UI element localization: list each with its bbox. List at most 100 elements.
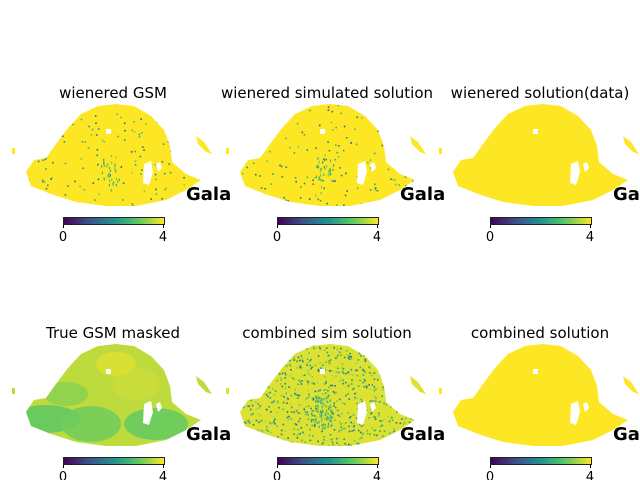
noise-pixel xyxy=(297,146,300,148)
noise-pixel xyxy=(402,344,405,347)
noise-pixel xyxy=(348,430,351,433)
noise-pixel xyxy=(252,208,254,210)
noise-pixel xyxy=(385,399,388,401)
noise-pixel xyxy=(140,118,142,120)
noise-pixel xyxy=(98,193,100,195)
noise-pixel xyxy=(331,384,334,387)
noise-pixel xyxy=(244,156,246,158)
noise-pixel xyxy=(280,353,283,355)
noise-pixel xyxy=(345,172,347,175)
noise-pixel xyxy=(37,204,39,206)
noise-pixel xyxy=(169,171,172,174)
noise-pixel xyxy=(247,367,250,370)
plane-pixel xyxy=(112,181,114,185)
noise-pixel xyxy=(285,365,288,367)
noise-pixel xyxy=(279,373,281,375)
noise-pixel xyxy=(343,125,346,128)
noise-pixel xyxy=(328,149,331,152)
noise-pixel xyxy=(390,406,392,408)
noise-pixel xyxy=(414,420,415,422)
noise-pixel xyxy=(242,406,245,409)
noise-pixel xyxy=(261,365,264,367)
noise-pixel xyxy=(369,400,372,402)
noise-pixel xyxy=(371,350,373,353)
noise-pixel xyxy=(43,113,46,115)
noise-pixel xyxy=(258,445,261,446)
noise-pixel xyxy=(141,105,144,107)
noise-pixel xyxy=(311,366,313,369)
plane-pixel xyxy=(324,167,326,170)
sky-map xyxy=(226,344,426,449)
noise-pixel xyxy=(250,379,253,382)
noise-pixel xyxy=(374,183,376,186)
noise-pixel xyxy=(324,377,327,379)
noise-pixel xyxy=(120,116,122,119)
noise-pixel xyxy=(182,144,184,147)
noise-pixel xyxy=(273,438,275,440)
noise-pixel xyxy=(260,369,262,372)
noise-pixel xyxy=(380,435,383,437)
plane-pixel xyxy=(111,161,113,164)
noise-pixel xyxy=(307,414,309,417)
noise-pixel xyxy=(363,354,365,357)
plane-pixel xyxy=(319,169,321,173)
noise-pixel xyxy=(283,357,285,360)
noise-pixel xyxy=(58,122,60,125)
noise-pixel xyxy=(337,367,339,369)
noise-pixel xyxy=(255,173,257,176)
noise-pixel xyxy=(289,363,291,365)
colorbar-min-label: 0 xyxy=(272,470,282,480)
noise-pixel xyxy=(416,376,418,378)
noise-pixel xyxy=(393,356,396,359)
plane-pixel xyxy=(107,174,109,178)
noise-pixel xyxy=(290,406,293,409)
noise-pixel xyxy=(245,369,247,371)
noise-pixel xyxy=(258,437,260,439)
noise-pixel xyxy=(362,381,364,384)
noise-pixel xyxy=(325,382,327,384)
noise-pixel xyxy=(299,366,301,369)
noise-pixel xyxy=(299,197,302,199)
noise-pixel xyxy=(378,414,381,417)
plane-pixel xyxy=(326,399,328,403)
noise-pixel xyxy=(286,365,289,368)
noise-pixel xyxy=(298,379,300,381)
noise-pixel xyxy=(386,440,389,443)
noise-pixel xyxy=(366,409,368,412)
noise-pixel xyxy=(318,415,321,418)
noise-pixel xyxy=(283,196,285,199)
noise-pixel xyxy=(307,369,309,372)
noise-pixel xyxy=(290,369,292,371)
plane-pixel xyxy=(332,179,334,183)
masked-region xyxy=(320,129,325,134)
noise-pixel xyxy=(334,392,337,395)
noise-pixel xyxy=(332,412,335,415)
noise-pixel xyxy=(378,358,381,360)
noise-pixel xyxy=(286,443,289,445)
noise-pixel xyxy=(293,428,295,430)
noise-pixel xyxy=(389,432,391,435)
noise-pixel xyxy=(396,389,398,391)
plane-pixel xyxy=(117,180,119,183)
noise-pixel xyxy=(247,361,250,363)
noise-pixel xyxy=(195,153,198,156)
noise-pixel xyxy=(79,185,81,188)
noise-pixel xyxy=(403,445,406,446)
noise-pixel xyxy=(284,372,286,375)
noise-pixel xyxy=(45,187,48,190)
noise-pixel xyxy=(95,122,97,124)
noise-pixel xyxy=(281,372,284,375)
plane-pixel xyxy=(108,172,110,176)
noise-pixel xyxy=(250,390,253,393)
noise-pixel xyxy=(272,371,275,374)
noise-pixel xyxy=(96,149,99,151)
noise-pixel xyxy=(264,447,266,449)
colorbar-tick xyxy=(163,225,164,228)
sky-sliver xyxy=(226,148,229,154)
noise-pixel xyxy=(277,400,279,403)
noise-pixel xyxy=(355,362,358,365)
noise-pixel xyxy=(188,147,190,149)
noise-pixel xyxy=(349,373,352,376)
noise-pixel xyxy=(397,372,399,375)
noise-pixel xyxy=(327,394,330,397)
